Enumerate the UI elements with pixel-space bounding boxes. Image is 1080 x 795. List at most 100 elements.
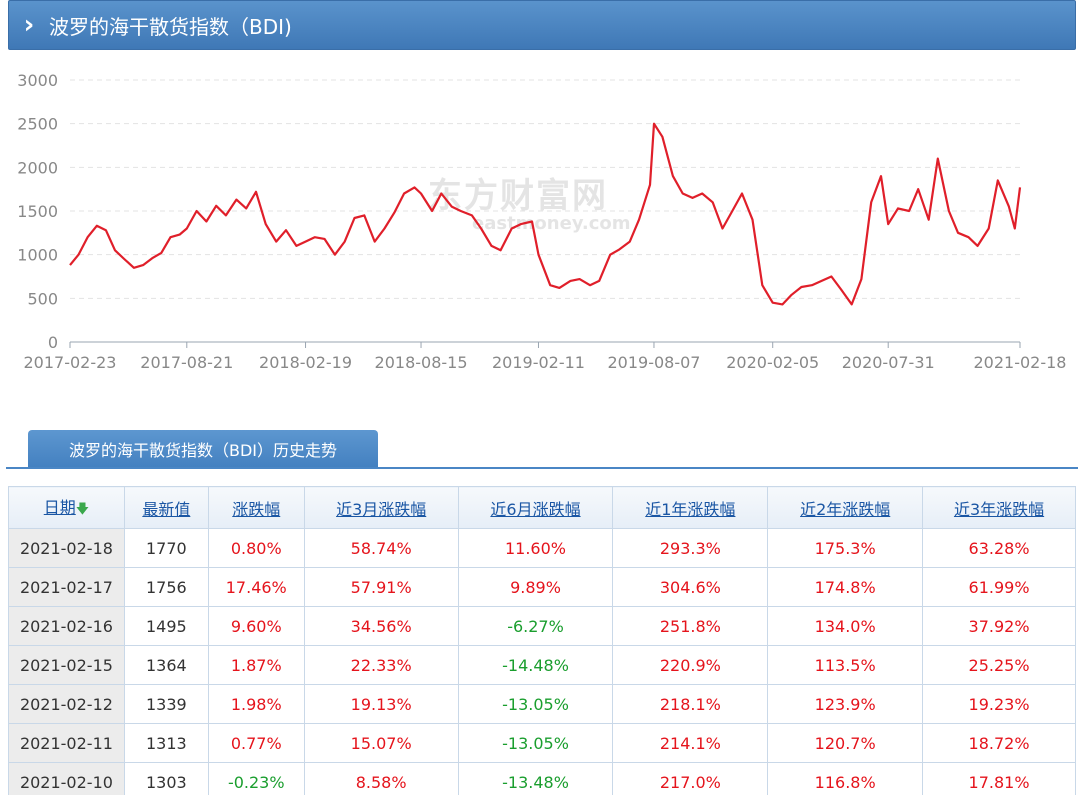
- cell-2y: 123.9%: [767, 684, 924, 724]
- table-row: 2021-02-11 1313 0.77% 15.07% -13.05% 214.1% 12…: [8, 723, 1076, 763]
- cell-date: 2021-02-17: [8, 567, 125, 607]
- page-title: 波罗的海干散货指数（BDI): [49, 14, 292, 39]
- cell-1y: 293.3%: [612, 528, 769, 568]
- series-line-bdi: [69, 122, 1022, 306]
- cell-3m: 22.33%: [303, 645, 459, 685]
- cell-3y: 61.99%: [922, 567, 1076, 607]
- cell-3m: 8.58%: [303, 762, 459, 795]
- cell-change: 0.80%: [207, 528, 305, 568]
- y-tick-labels: 0 500 1000 1500 2000 2500 3000: [17, 71, 58, 352]
- cell-6m: 9.89%: [457, 567, 614, 607]
- cell-6m: -14.48%: [457, 645, 614, 685]
- x-tick-label: 2021-02-18: [974, 353, 1067, 372]
- cell-1y: 251.8%: [612, 606, 769, 646]
- cell-change: 17.46%: [207, 567, 305, 607]
- col-header-3m[interactable]: 近3月涨跌幅: [303, 486, 459, 529]
- table-row: 2021-02-15 1364 1.87% 22.33% -14.48% 220.9% 11…: [8, 645, 1076, 685]
- table-header-row: 日期🡇 最新值 涨跌幅 近3月涨跌幅 近6月涨跌幅 近1年涨跌幅 近2年涨跌幅 …: [8, 486, 1076, 529]
- cell-change: 9.60%: [207, 606, 305, 646]
- cell-1y: 214.1%: [612, 723, 769, 763]
- cell-value: 1339: [123, 684, 209, 724]
- y-tick-label: 1500: [17, 202, 58, 221]
- cell-1y: 218.1%: [612, 684, 769, 724]
- table-row: 2021-02-17 1756 17.46% 57.91% 9.89% 304.6% 174…: [8, 567, 1076, 607]
- col-header-date[interactable]: 日期🡇: [8, 486, 125, 529]
- cell-2y: 116.8%: [767, 762, 924, 795]
- table-row: 2021-02-12 1339 1.98% 19.13% -13.05% 218.1% 12…: [8, 684, 1076, 724]
- tab-divider: [6, 467, 1078, 469]
- x-tick-labels: 2017-02-23 2017-08-21 2018-02-19 2018-08-15…: [24, 353, 1067, 372]
- col-header-change[interactable]: 涨跌幅: [207, 486, 305, 529]
- x-tick-label: 2017-02-23: [24, 353, 117, 372]
- cell-date: 2021-02-16: [8, 606, 125, 646]
- cell-change: 1.87%: [207, 645, 305, 685]
- y-tick-label: 3000: [17, 71, 58, 90]
- y-tick-label: 2500: [17, 115, 58, 134]
- cell-3y: 17.81%: [922, 762, 1076, 795]
- cell-value: 1313: [123, 723, 209, 763]
- history-tab[interactable]: 波罗的海干散货指数（BDI）历史走势: [28, 430, 378, 468]
- cell-2y: 120.7%: [767, 723, 924, 763]
- cell-3y: 25.25%: [922, 645, 1076, 685]
- cell-3y: 37.92%: [922, 606, 1076, 646]
- col-header-3y[interactable]: 近3年涨跌幅: [922, 486, 1076, 529]
- grid-layer: [69, 79, 1021, 348]
- cell-value: 1495: [123, 606, 209, 646]
- col-header-6m[interactable]: 近6月涨跌幅: [457, 486, 614, 529]
- cell-value: 1770: [123, 528, 209, 568]
- x-tick-label: 2018-02-19: [259, 353, 352, 372]
- cell-6m: -6.27%: [457, 606, 614, 646]
- cell-1y: 220.9%: [612, 645, 769, 685]
- table-row: 2021-02-18 1770 0.80% 58.74% 11.60% 293.3% 175…: [8, 528, 1076, 568]
- cell-date: 2021-02-15: [8, 645, 125, 685]
- table-row: 2021-02-10 1303 -0.23% 8.58% -13.48% 217.0% 11…: [8, 762, 1076, 795]
- chevron-right-icon[interactable]: ›: [23, 10, 35, 40]
- cell-1y: 217.0%: [612, 762, 769, 795]
- table-row: 2021-02-16 1495 9.60% 34.56% -6.27% 251.8% 134…: [8, 606, 1076, 646]
- cell-date: 2021-02-12: [8, 684, 125, 724]
- cell-3m: 19.13%: [303, 684, 459, 724]
- cell-2y: 175.3%: [767, 528, 924, 568]
- cell-value: 1303: [123, 762, 209, 795]
- cell-date: 2021-02-18: [8, 528, 125, 568]
- col-header-2y[interactable]: 近2年涨跌幅: [767, 486, 924, 529]
- cell-change: -0.23%: [207, 762, 305, 795]
- cell-3y: 63.28%: [922, 528, 1076, 568]
- cell-3y: 18.72%: [922, 723, 1076, 763]
- header-bar: › 波罗的海干散货指数（BDI): [8, 0, 1076, 50]
- cell-change: 0.77%: [207, 723, 305, 763]
- x-tick-label: 2019-08-07: [607, 353, 700, 372]
- y-tick-label: 2000: [17, 158, 58, 177]
- history-tab-label: 波罗的海干散货指数（BDI）历史走势: [68, 441, 338, 460]
- cell-date: 2021-02-10: [8, 762, 125, 795]
- history-table: 日期🡇 最新值 涨跌幅 近3月涨跌幅 近6月涨跌幅 近1年涨跌幅 近2年涨跌幅 …: [8, 486, 1076, 795]
- cell-3m: 58.74%: [303, 528, 459, 568]
- cell-date: 2021-02-11: [8, 723, 125, 763]
- cell-2y: 113.5%: [767, 645, 924, 685]
- sort-down-icon[interactable]: 🡇: [75, 501, 90, 517]
- cell-3m: 57.91%: [303, 567, 459, 607]
- cell-3m: 15.07%: [303, 723, 459, 763]
- bdi-chart: 东方财富网 eastmoney.com 0 500 1000 1500 2000 2500…: [0, 60, 1080, 390]
- x-tick-label: 2017-08-21: [140, 353, 233, 372]
- cell-6m: -13.05%: [457, 684, 614, 724]
- cell-change: 1.98%: [207, 684, 305, 724]
- y-tick-label: 1000: [17, 246, 58, 265]
- y-tick-label: 500: [27, 289, 58, 308]
- cell-value: 1756: [123, 567, 209, 607]
- cell-2y: 134.0%: [767, 606, 924, 646]
- cell-6m: 11.60%: [457, 528, 614, 568]
- cell-6m: -13.05%: [457, 723, 614, 763]
- cell-3y: 19.23%: [922, 684, 1076, 724]
- col-header-1y[interactable]: 近1年涨跌幅: [612, 486, 769, 529]
- cell-value: 1364: [123, 645, 209, 685]
- x-tick-label: 2020-07-31: [842, 353, 935, 372]
- x-tick-label: 2018-08-15: [375, 353, 468, 372]
- cell-1y: 304.6%: [612, 567, 769, 607]
- cell-3m: 34.56%: [303, 606, 459, 646]
- col-header-value[interactable]: 最新值: [123, 486, 209, 529]
- x-tick-label: 2020-02-05: [726, 353, 819, 372]
- x-tick-label: 2019-02-11: [492, 353, 585, 372]
- cell-2y: 174.8%: [767, 567, 924, 607]
